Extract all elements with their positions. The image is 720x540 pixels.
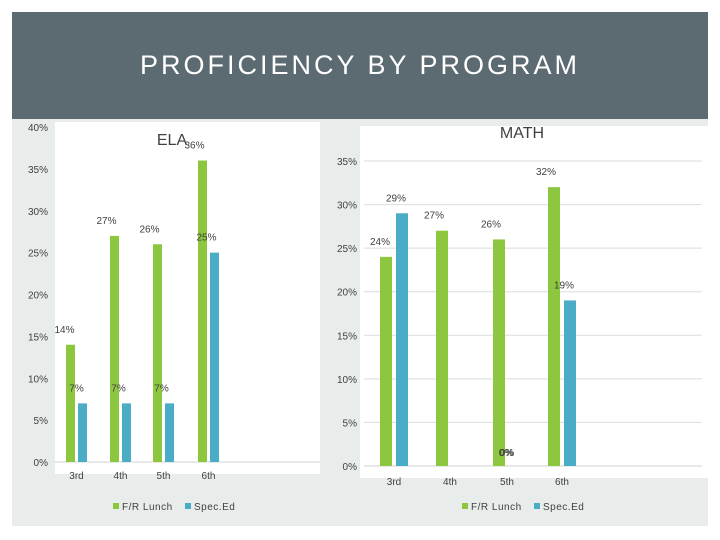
math-x-tick-label: 6th bbox=[555, 477, 569, 488]
ela-y-tick-label: 30% bbox=[28, 207, 48, 218]
ela-y-tick-label: 0% bbox=[34, 458, 49, 469]
math-bar-sped bbox=[396, 213, 408, 466]
ela-y-tick-label: 40% bbox=[28, 123, 48, 134]
math-x-tick-label: 3rd bbox=[387, 477, 401, 488]
math-chart: MATH 0% 5% 10% 15% 20% 25% 30% 35% 24% 27% 26% 32% 29… bbox=[337, 125, 702, 513]
math-bar-frlunch bbox=[380, 256, 392, 466]
math-y-tick-label: 20% bbox=[337, 288, 357, 299]
ela-x-tick-label: 6th bbox=[202, 471, 216, 482]
ela-chart-title: ELA bbox=[157, 132, 188, 149]
math-legend-swatch bbox=[462, 503, 468, 509]
ela-bar-sped bbox=[78, 403, 87, 462]
ela-x-tick-label: 3rd bbox=[69, 471, 83, 482]
ela-bar-sped bbox=[165, 403, 174, 462]
ela-data-label: 36% bbox=[184, 141, 204, 152]
ela-plot-area bbox=[55, 122, 320, 474]
math-y-tick-label: 5% bbox=[343, 418, 358, 429]
ela-y-tick-label: 25% bbox=[28, 249, 48, 260]
ela-data-label: 26% bbox=[139, 224, 159, 235]
math-x-tick-label: 4th bbox=[443, 477, 457, 488]
math-y-tick-label: 15% bbox=[337, 331, 357, 342]
ela-y-tick-label: 35% bbox=[28, 165, 48, 176]
ela-chart: ELA 0% 5% 10% 15% 20% 25% 30% 35% 40% 14% 27% 26% 36%… bbox=[28, 123, 320, 513]
math-data-label: 29% bbox=[386, 193, 406, 204]
ela-data-label: 7% bbox=[154, 383, 169, 394]
ela-data-label: 7% bbox=[111, 383, 126, 394]
math-y-tick-label: 30% bbox=[337, 201, 357, 212]
math-y-tick-label: 35% bbox=[337, 157, 357, 168]
ela-bar-frlunch bbox=[66, 344, 75, 462]
math-plot-area bbox=[360, 126, 708, 478]
math-y-tick-label: 10% bbox=[337, 375, 357, 386]
ela-legend-swatch bbox=[113, 503, 119, 509]
math-data-label: 27% bbox=[424, 211, 444, 222]
math-bar-frlunch bbox=[548, 187, 560, 466]
math-legend-swatch bbox=[534, 503, 540, 509]
math-data-label: 26% bbox=[481, 219, 501, 230]
math-bar-sped bbox=[564, 300, 576, 466]
math-bar-frlunch bbox=[436, 230, 448, 466]
math-data-label: 19% bbox=[554, 280, 574, 291]
math-data-label: 0% bbox=[500, 448, 515, 459]
math-x-tick-label: 5th bbox=[500, 477, 514, 488]
ela-legend-swatch bbox=[185, 503, 191, 509]
ela-data-label: 25% bbox=[196, 233, 216, 244]
ela-y-tick-label: 15% bbox=[28, 332, 48, 343]
ela-bar-frlunch bbox=[198, 160, 207, 462]
ela-y-tick-label: 5% bbox=[34, 416, 49, 427]
ela-legend-label: Spec.Ed bbox=[194, 502, 235, 513]
ela-y-tick-label: 10% bbox=[28, 374, 48, 385]
ela-legend-label: F/R Lunch bbox=[122, 502, 173, 513]
ela-data-label: 7% bbox=[69, 383, 84, 394]
math-data-label: 32% bbox=[536, 167, 556, 178]
math-bar-frlunch bbox=[493, 239, 505, 466]
ela-bar-sped bbox=[122, 403, 131, 462]
math-legend-label: Spec.Ed bbox=[543, 502, 584, 513]
ela-bar-frlunch bbox=[153, 244, 162, 462]
ela-bar-sped bbox=[210, 252, 219, 462]
math-y-tick-label: 25% bbox=[337, 244, 357, 255]
math-chart-title: MATH bbox=[500, 125, 544, 142]
ela-data-label: 14% bbox=[54, 325, 74, 336]
math-data-label: 24% bbox=[370, 237, 390, 248]
math-legend-label: F/R Lunch bbox=[471, 502, 522, 513]
math-data-label: 0% bbox=[499, 448, 514, 459]
ela-x-tick-label: 5th bbox=[157, 471, 171, 482]
ela-bar-frlunch bbox=[110, 235, 119, 462]
ela-x-tick-label: 4th bbox=[114, 471, 128, 482]
math-y-tick-label: 0% bbox=[343, 462, 358, 473]
ela-data-label: 27% bbox=[96, 216, 116, 227]
ela-y-tick-label: 20% bbox=[28, 291, 48, 302]
title-banner: PROFICIENCY BY PROGRAM bbox=[12, 12, 708, 119]
page-title: PROFICIENCY BY PROGRAM bbox=[139, 50, 581, 80]
